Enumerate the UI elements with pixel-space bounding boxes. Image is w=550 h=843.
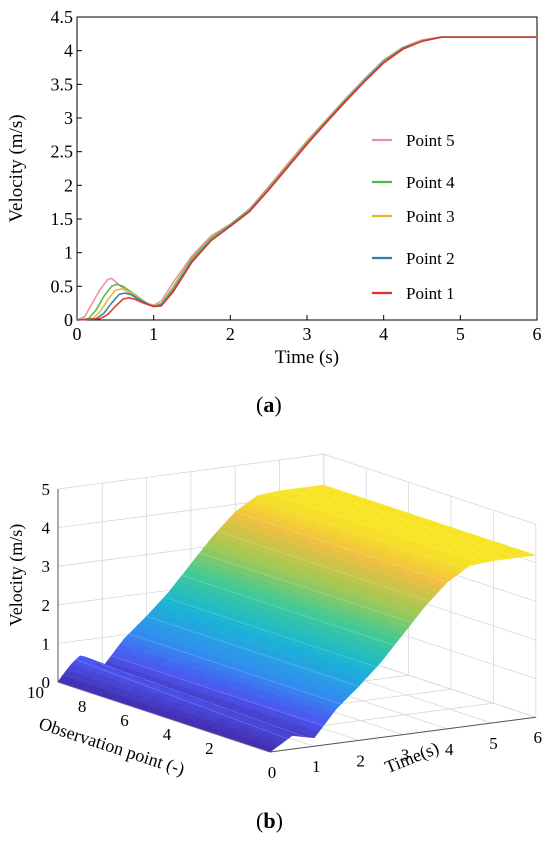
b-y-tick-label: 2 [205, 739, 214, 758]
b-x-axis-line [269, 716, 536, 753]
a-plot-frame [76, 16, 538, 321]
a-y-tick-label: 3.5 [51, 74, 74, 94]
b-mesh-line [199, 552, 412, 624]
a-y-tick-label: 4 [64, 41, 73, 61]
b-mesh-line [323, 484, 536, 556]
b-mesh-line [217, 531, 430, 602]
b-x-axis-label: Time(s) [382, 738, 442, 779]
a-series-line-point-2 [76, 36, 537, 321]
b-mesh-line [181, 575, 395, 646]
b-y-axis-label: Observation point (-) [36, 713, 187, 780]
a-x-axis-label: Time (s) [275, 347, 339, 368]
b-mesh-line [75, 659, 288, 740]
b-mesh-line [306, 487, 519, 558]
b-x-tick-label: 5 [489, 734, 498, 753]
b-mesh-line [128, 633, 341, 705]
a-y-tick-label: 3 [64, 108, 73, 128]
b-x-tick-label: 3 [401, 746, 410, 765]
b-z-tick-label: 3 [42, 557, 51, 576]
b-x-tick-label: 4 [445, 740, 454, 759]
a-legend-label: Point 3 [406, 207, 455, 226]
b-mesh-line [252, 498, 465, 570]
b-mesh-line [57, 681, 271, 753]
b-mesh-line [93, 660, 306, 738]
a-x-tick-label: 4 [379, 324, 388, 344]
panel-label-b: (b) [256, 808, 283, 833]
b-z-tick-label: 2 [42, 596, 51, 615]
a-y-tick-label: 2.5 [51, 142, 74, 162]
b-y-tick-label: 10 [27, 683, 44, 702]
a-y-tick-label: 1.5 [51, 209, 74, 229]
b-z-tick-label: 0 [42, 673, 51, 692]
b-x-tick-label: 0 [268, 763, 277, 782]
b-surface-cell [510, 547, 536, 557]
panel-label-a: (a) [256, 392, 282, 417]
b-surface [57, 484, 536, 753]
a-y-tick-label: 0.5 [51, 276, 74, 296]
a-series-line-point-5 [76, 36, 537, 321]
b-mesh-line [288, 489, 501, 560]
b-z-axis-label: Velocity (m/s) [6, 524, 27, 626]
a-x-tick-label: 0 [73, 324, 82, 344]
a-series-lines [76, 36, 537, 321]
a-series-line-point-1 [76, 36, 537, 321]
a-x-tick-label: 5 [456, 324, 465, 344]
b-y-tick-label: 8 [78, 697, 87, 716]
b-x-tick-label: 2 [356, 751, 365, 770]
a-y-tick-label: 0 [64, 310, 73, 330]
b-y-tick-label: 4 [163, 725, 172, 744]
a-legend-label: Point 5 [406, 131, 455, 150]
b-z-tick-label: 1 [42, 634, 51, 653]
b-z-tick-label: 5 [42, 480, 51, 499]
b-mesh-line [111, 655, 324, 727]
b-mesh-line [146, 616, 359, 687]
a-axis-ticks: 0 1 2 3 4 5 6 0 0.5 1 1.5 2 2.5 3 3.5 4 4.5 [51, 7, 542, 344]
b-z-tick-label: 4 [42, 519, 51, 538]
a-legend-label: Point 1 [406, 284, 455, 303]
a-series-line-point-3 [76, 36, 537, 321]
b-mesh-line [270, 492, 483, 564]
a-legend-label: Point 4 [406, 173, 455, 192]
a-series-line-point-4 [76, 36, 537, 321]
a-y-tick-label: 1 [64, 243, 73, 263]
a-x-tick-label: 2 [226, 324, 235, 344]
b-x-tick-label: 6 [534, 728, 543, 747]
a-x-tick-label: 1 [149, 324, 158, 344]
b-mesh-line [235, 511, 448, 583]
a-legend: Point 5 Point 4 Point 3 Point 2 Point 1 [372, 131, 455, 303]
a-x-tick-label: 6 [533, 324, 542, 344]
a-y-tick-label: 2 [64, 175, 73, 195]
a-x-tick-label: 3 [303, 324, 312, 344]
b-mesh-line [164, 596, 377, 668]
a-y-tick-label: 4.5 [51, 7, 74, 27]
a-y-axis-label: Velocity (m/s) [6, 114, 27, 222]
b-x-tick-label: 1 [312, 757, 321, 776]
b-y-tick-label: 6 [120, 711, 129, 730]
chart-a-line-chart: 0 1 2 3 4 5 600.511.522.533.544.5 Point 5Point… [6, 7, 542, 368]
a-legend-label: Point 2 [406, 249, 455, 268]
